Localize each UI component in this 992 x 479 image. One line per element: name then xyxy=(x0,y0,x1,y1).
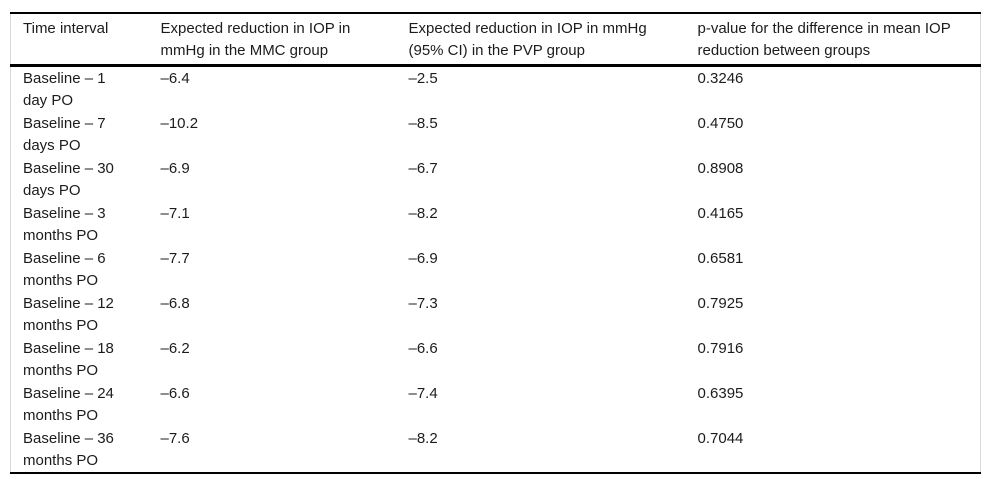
header-label-line1: p-value for the difference in mean IOP xyxy=(697,20,951,37)
time-interval-line2: months PO xyxy=(23,317,99,334)
cell-pvp-value: –7.4 xyxy=(408,385,438,402)
cell-p-value: 0.4750 xyxy=(697,115,744,132)
header-cell-mmc-group: Expected reduction in IOP in mmHg in the… xyxy=(148,13,397,67)
time-interval-line1: Baseline – 1 xyxy=(23,70,106,87)
cell-pvp-value: –8.2 xyxy=(408,430,438,447)
time-interval-line2: days PO xyxy=(23,137,81,154)
table-row: Baseline – 18 months PO –6.2 –6.6 0.7916 xyxy=(11,337,981,382)
header-cell-pvp-group: Expected reduction in IOP in mmHg (95% C… xyxy=(396,13,686,67)
time-interval-line1: Baseline – 36 xyxy=(23,430,114,447)
cell-p-value: 0.6395 xyxy=(697,385,744,402)
time-interval-line2: months PO xyxy=(23,407,99,424)
header-row: Time interval Expected reduction in IOP … xyxy=(10,13,981,67)
table-row: Baseline – 6 months PO –7.7 –6.9 0.6581 xyxy=(11,247,981,292)
time-interval-line1: Baseline – 30 xyxy=(23,160,114,177)
table-body: Baseline – 1 day PO –6.4 –2.5 0.3246 Bas… xyxy=(11,66,981,474)
cell-time-interval: Baseline – 24 months PO xyxy=(11,382,149,427)
cell-p-value: 0.6581 xyxy=(697,250,744,267)
time-interval-line2: months PO xyxy=(23,362,99,379)
time-interval-line2: days PO xyxy=(23,182,81,199)
header-label-line2: mmHg in the MMC group xyxy=(160,42,329,59)
cell-time-interval: Baseline – 30 days PO xyxy=(11,157,149,202)
cell-time-interval: Baseline – 12 months PO xyxy=(11,292,149,337)
time-interval-line1: Baseline – 24 xyxy=(23,385,114,402)
cell-pvp-value: –6.9 xyxy=(408,250,438,267)
time-interval-line1: Baseline – 18 xyxy=(23,340,114,357)
header-label-line1: Expected reduction in IOP in mmHg xyxy=(408,20,647,37)
time-interval-line2: months PO xyxy=(23,452,99,469)
cell-mmc-value: –6.8 xyxy=(160,295,190,312)
cell-time-interval: Baseline – 36 months PO xyxy=(11,427,149,473)
cell-mmc-value: –6.4 xyxy=(160,70,190,87)
time-interval-line2: months PO xyxy=(23,272,99,289)
table-row: Baseline – 7 days PO –10.2 –8.5 0.4750 xyxy=(11,112,981,157)
cell-pvp-value: –6.7 xyxy=(408,160,438,177)
cell-time-interval: Baseline – 18 months PO xyxy=(11,337,149,382)
cell-time-interval: Baseline – 1 day PO xyxy=(11,66,149,113)
cell-p-value: 0.7916 xyxy=(697,340,744,357)
cell-mmc-value: –7.1 xyxy=(160,205,190,222)
cell-pvp-value: –7.3 xyxy=(408,295,438,312)
cell-time-interval: Baseline – 6 months PO xyxy=(11,247,149,292)
cell-pvp-value: –8.2 xyxy=(408,205,438,222)
cell-p-value: 0.8908 xyxy=(697,160,744,177)
cell-p-value: 0.7044 xyxy=(697,430,744,447)
time-interval-line2: months PO xyxy=(23,227,99,244)
cell-mmc-value: –10.2 xyxy=(160,115,199,132)
cell-p-value: 0.7925 xyxy=(697,295,744,312)
header-label-line1: Time interval xyxy=(23,20,109,37)
cell-mmc-value: –7.7 xyxy=(160,250,190,267)
time-interval-line1: Baseline – 6 xyxy=(23,250,106,267)
table-row: Baseline – 30 days PO –6.9 –6.7 0.8908 xyxy=(11,157,981,202)
cell-pvp-value: –2.5 xyxy=(408,70,438,87)
iop-reduction-table: Time interval Expected reduction in IOP … xyxy=(10,12,981,474)
table-row: Baseline – 3 months PO –7.1 –8.2 0.4165 xyxy=(11,202,981,247)
table-header: Time interval Expected reduction in IOP … xyxy=(10,13,981,67)
cell-time-interval: Baseline – 7 days PO xyxy=(11,112,149,157)
header-label-line2: (95% CI) in the PVP group xyxy=(408,42,585,59)
header-cell-p-value: p-value for the difference in mean IOP r… xyxy=(685,13,981,67)
cell-p-value: 0.3246 xyxy=(697,70,744,87)
time-interval-line1: Baseline – 3 xyxy=(23,205,106,222)
cell-mmc-value: –6.6 xyxy=(160,385,190,402)
header-label-line1: Expected reduction in IOP in xyxy=(160,20,351,37)
table-row: Baseline – 36 months PO –7.6 –8.2 0.7044 xyxy=(11,427,981,473)
cell-pvp-value: –6.6 xyxy=(408,340,438,357)
cell-mmc-value: –6.2 xyxy=(160,340,190,357)
cell-mmc-value: –7.6 xyxy=(160,430,190,447)
cell-pvp-value: –8.5 xyxy=(408,115,438,132)
time-interval-line1: Baseline – 7 xyxy=(23,115,106,132)
cell-mmc-value: –6.9 xyxy=(160,160,190,177)
header-label-line2: reduction between groups xyxy=(697,42,871,59)
time-interval-line2: day PO xyxy=(23,92,74,109)
header-cell-time-interval: Time interval xyxy=(10,13,149,67)
cell-p-value: 0.4165 xyxy=(697,205,744,222)
table-row: Baseline – 24 months PO –6.6 –7.4 0.6395 xyxy=(11,382,981,427)
time-interval-line1: Baseline – 12 xyxy=(23,295,114,312)
table-row: Baseline – 1 day PO –6.4 –2.5 0.3246 xyxy=(11,66,981,113)
cell-time-interval: Baseline – 3 months PO xyxy=(11,202,149,247)
table-row: Baseline – 12 months PO –6.8 –7.3 0.7925 xyxy=(11,292,981,337)
